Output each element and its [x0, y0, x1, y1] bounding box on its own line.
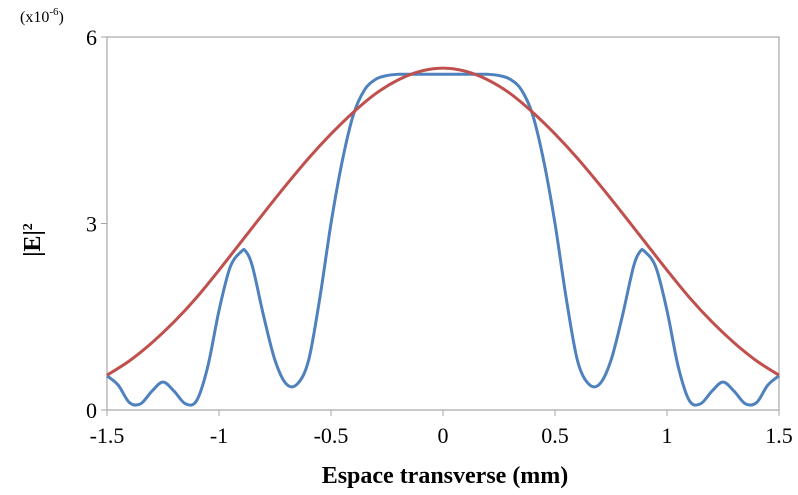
x-tick-label: 0 — [438, 423, 449, 448]
y-axis-multiplier: (x10-6) — [20, 6, 64, 26]
x-tick-label: -0.5 — [314, 423, 349, 448]
series-line-2 — [106, 66, 780, 377]
series-line-1 — [106, 72, 780, 407]
plot-area-frame — [106, 36, 780, 411]
x-axis-ticks: -1.5 -1 -0.5 0 0.5 1 1.5 — [90, 410, 793, 448]
x-axis-title: Espace transverse (mm) — [322, 463, 569, 489]
x-tick-label: 1 — [662, 423, 673, 448]
y-tick-label: 6 — [86, 25, 97, 50]
y-tick-label: 0 — [86, 398, 97, 423]
y-axis-title: |E|2 — [20, 223, 46, 257]
y-tick-label: 3 — [86, 212, 97, 237]
x-tick-label: -1.5 — [90, 423, 125, 448]
x-tick-label: -1 — [210, 423, 228, 448]
x-tick-label: 0.5 — [541, 423, 569, 448]
series-layer — [106, 66, 780, 407]
x-tick-label: 1.5 — [765, 423, 793, 448]
y-axis-ticks: 0 3 6 — [86, 25, 107, 423]
